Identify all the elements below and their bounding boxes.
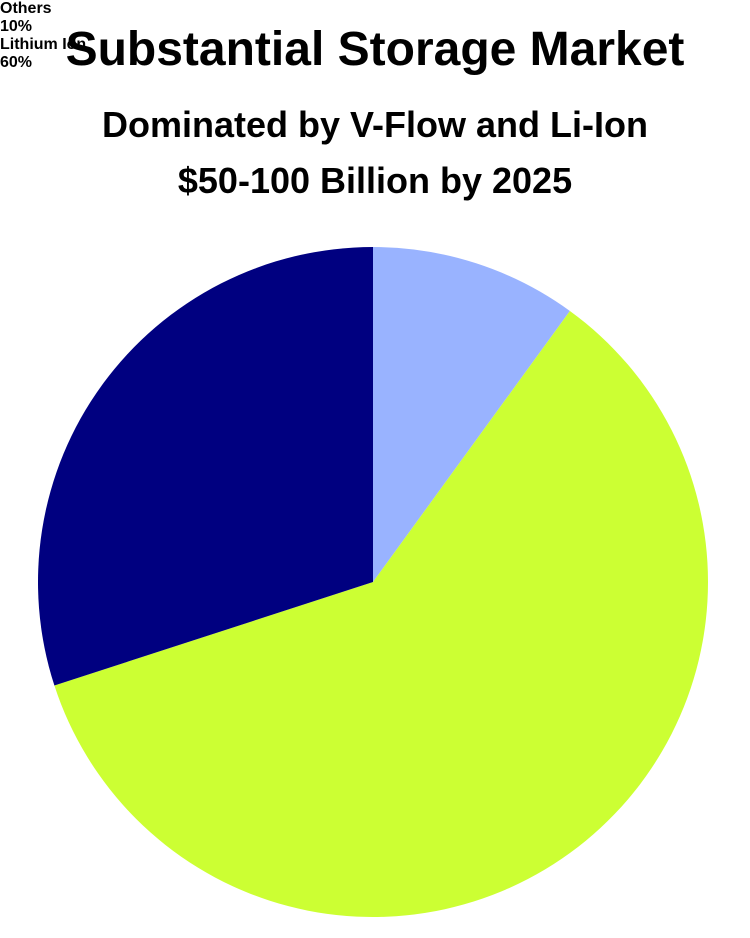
category-label: Vanadium Flow	[0, 72, 117, 89]
slice-label: Lithium Ion 60%	[0, 36, 750, 72]
pie-slice	[373, 247, 570, 582]
value-label: 10%	[0, 18, 33, 35]
slice-label: Others 10%	[0, 0, 750, 36]
slice-label: Vanadium Flow 30%	[0, 72, 220, 108]
value-label: 30%	[0, 90, 33, 107]
chart-subtitle: Dominated by V-Flow and Li-Ion	[102, 104, 648, 145]
category-label: Lithium Ion	[0, 36, 87, 53]
pie-slice	[37, 247, 374, 686]
chart-title: Substantial Storage Market	[65, 23, 685, 76]
value-label: 60%	[0, 54, 33, 71]
category-label: Others	[0, 0, 52, 17]
pie-slice	[54, 310, 709, 917]
chart-subtitle: $50-100 Billion by 2025	[177, 160, 573, 201]
